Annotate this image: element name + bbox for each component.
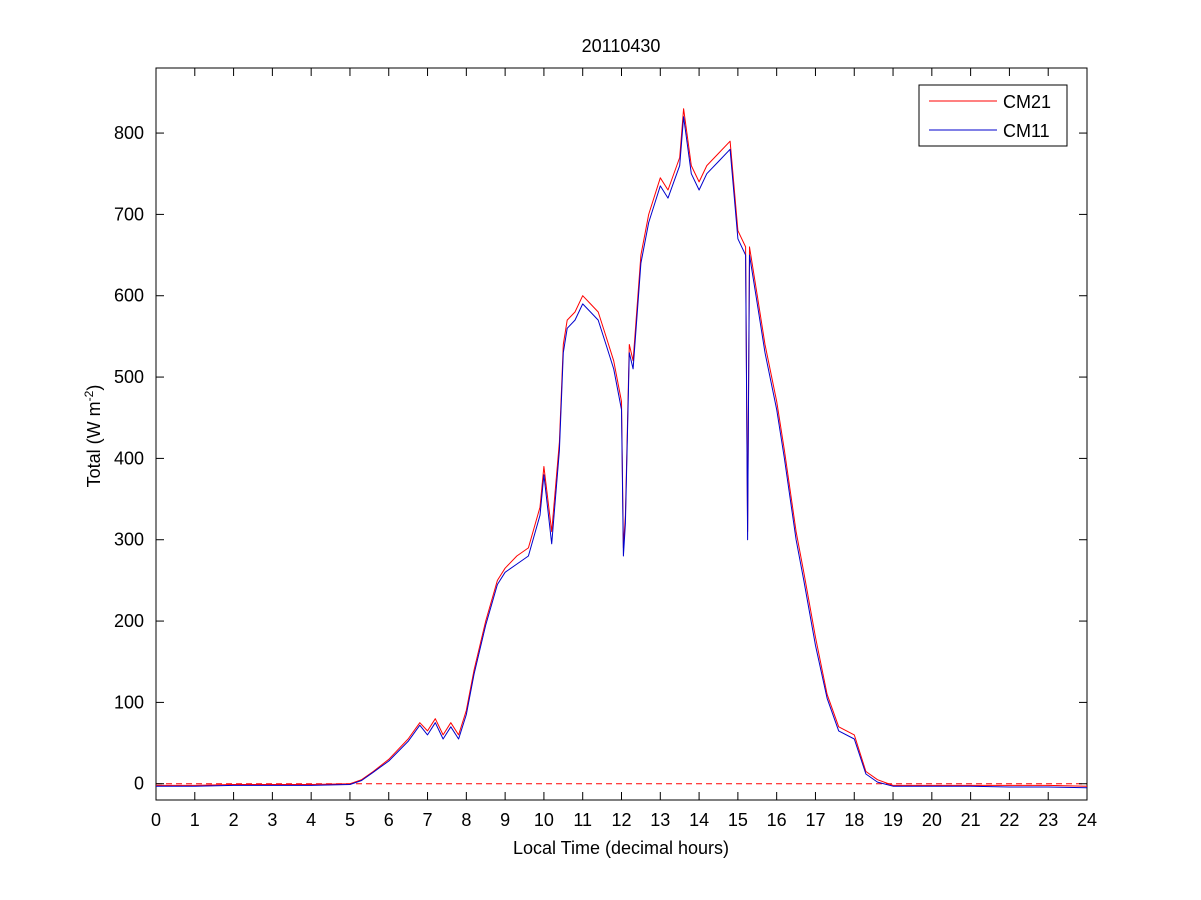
x-tick-label: 8	[461, 810, 471, 830]
legend-box	[918, 84, 1068, 147]
y-axis-label-main: Total (W m	[84, 401, 104, 487]
x-tick-label: 15	[728, 810, 748, 830]
x-tick-label: 9	[500, 810, 510, 830]
y-tick-label: 400	[114, 448, 144, 468]
y-tick-label: 200	[114, 611, 144, 631]
y-tick-label: 0	[134, 774, 144, 794]
y-tick-label: 700	[114, 204, 144, 224]
x-tick-label: 0	[151, 810, 161, 830]
y-axis-label: Total (W m-2)	[82, 385, 104, 488]
x-tick-label: 2	[229, 810, 239, 830]
x-tick-label: 3	[267, 810, 277, 830]
y-tick-label: 600	[114, 286, 144, 306]
y-tick-label: 500	[114, 367, 144, 387]
x-tick-label: 5	[345, 810, 355, 830]
x-tick-label: 23	[1038, 810, 1058, 830]
x-tick-label: 16	[767, 810, 787, 830]
x-tick-label: 17	[805, 810, 825, 830]
legend-label-cm11: CM11	[1003, 121, 1050, 141]
y-tick-label: 300	[114, 530, 144, 550]
x-tick-label: 22	[999, 810, 1019, 830]
x-tick-label: 11	[573, 810, 592, 830]
series-line-cm21	[156, 108, 1088, 787]
x-tick-label: 6	[384, 810, 394, 830]
x-tick-label: 4	[306, 810, 316, 830]
x-axis-label: Local Time (decimal hours)	[513, 838, 729, 858]
y-axis-label-superscript: -2	[82, 390, 96, 401]
x-tick-label: 10	[534, 810, 554, 830]
x-tick-label: 7	[423, 810, 433, 830]
ticks-layer: 0 1 2 3 4 5 6 7 8 9 10 11 12 13 14 15 16 17 18 19 20 21 22 23 24…	[114, 68, 1097, 830]
x-tick-label: 18	[844, 810, 864, 830]
y-axis-label-close: )	[84, 385, 104, 391]
legend: CM21 CM11	[918, 84, 1068, 147]
y-tick-label: 100	[114, 692, 144, 712]
x-tick-label: 20	[922, 810, 942, 830]
series-line-cm11	[156, 116, 1088, 789]
x-tick-label: 21	[961, 810, 981, 830]
x-tick-label: 13	[650, 810, 670, 830]
legend-label-cm21: CM21	[1003, 92, 1051, 112]
y-tick-label: 800	[114, 123, 144, 143]
x-tick-label: 19	[883, 810, 903, 830]
x-tick-label: 1	[190, 810, 200, 830]
chart-title: 20110430	[582, 36, 661, 56]
plot-area: 0 1 2 3 4 5 6 7 8 9 10 11 12 13 14 15 16 17 18 19 20 21 22 23 24…	[114, 67, 1097, 830]
series-layer	[156, 108, 1088, 789]
x-tick-label: 24	[1077, 810, 1097, 830]
x-tick-label: 14	[689, 810, 709, 830]
x-tick-label: 12	[611, 810, 631, 830]
